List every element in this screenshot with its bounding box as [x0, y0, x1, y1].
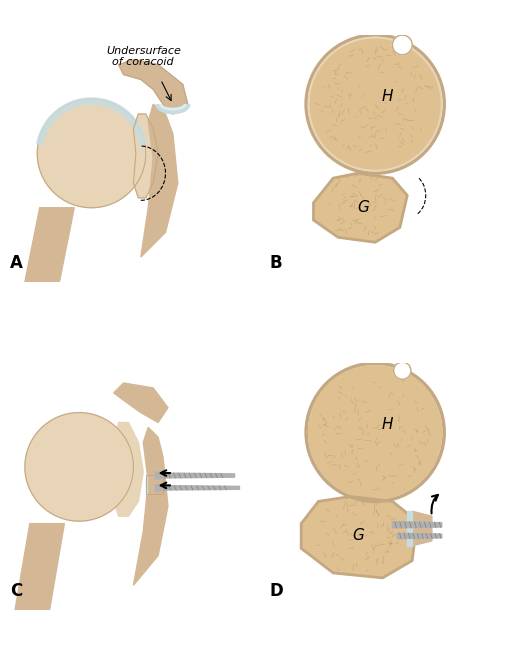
- Polygon shape: [314, 174, 407, 243]
- Polygon shape: [134, 428, 168, 585]
- Text: Undersurface
of coracoid: Undersurface of coracoid: [106, 46, 181, 67]
- Text: H: H: [382, 89, 393, 104]
- Polygon shape: [119, 60, 188, 114]
- Text: C: C: [10, 582, 22, 600]
- Wedge shape: [37, 98, 146, 145]
- Polygon shape: [156, 484, 163, 491]
- Polygon shape: [160, 486, 239, 490]
- Circle shape: [393, 35, 412, 55]
- Polygon shape: [25, 208, 74, 282]
- Circle shape: [37, 99, 146, 208]
- Polygon shape: [407, 511, 412, 546]
- Polygon shape: [301, 497, 417, 578]
- Polygon shape: [393, 522, 442, 528]
- Polygon shape: [412, 511, 432, 546]
- Polygon shape: [156, 471, 163, 479]
- Polygon shape: [146, 475, 147, 494]
- Text: G: G: [357, 200, 369, 215]
- Circle shape: [309, 366, 442, 499]
- Polygon shape: [134, 114, 158, 198]
- Text: B: B: [269, 254, 282, 272]
- Circle shape: [25, 413, 134, 521]
- Polygon shape: [141, 104, 178, 257]
- Circle shape: [394, 362, 411, 379]
- Polygon shape: [114, 422, 143, 516]
- Text: H: H: [382, 417, 393, 432]
- Circle shape: [309, 37, 442, 171]
- Polygon shape: [147, 475, 163, 495]
- Text: G: G: [352, 528, 364, 544]
- Text: D: D: [269, 582, 283, 600]
- Polygon shape: [160, 473, 235, 478]
- Polygon shape: [114, 383, 168, 422]
- Text: A: A: [10, 254, 23, 272]
- Polygon shape: [15, 524, 64, 610]
- Polygon shape: [397, 533, 442, 539]
